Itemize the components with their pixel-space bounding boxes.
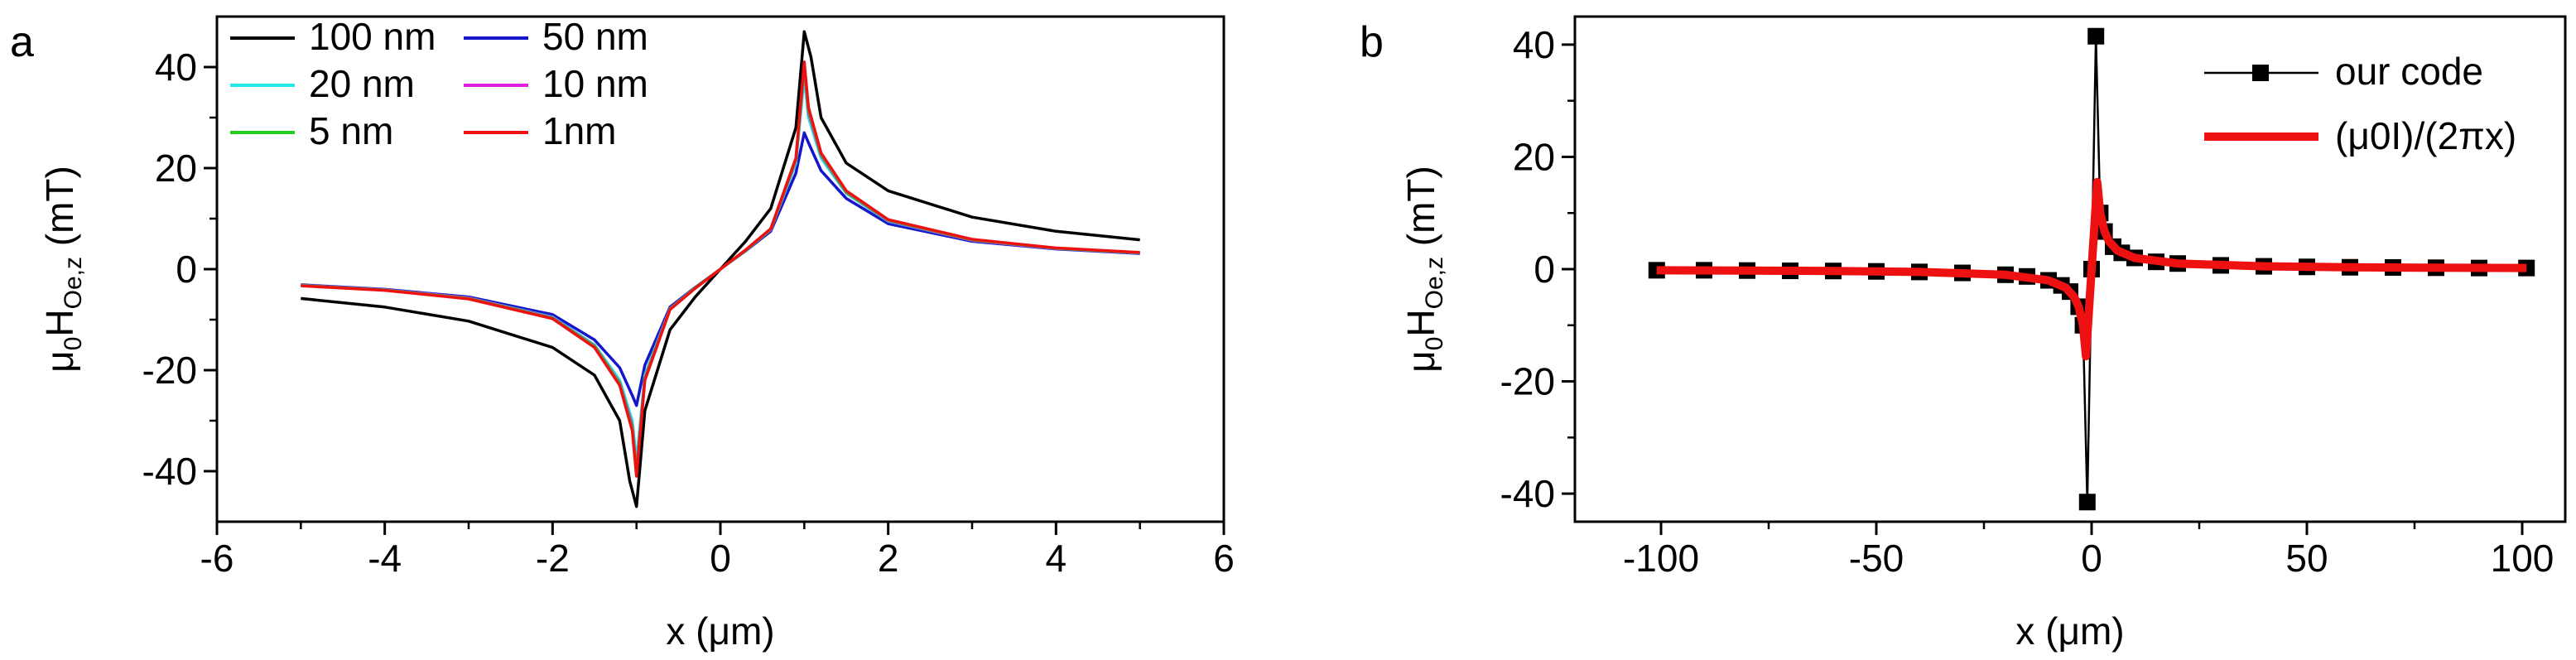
- legend-label: 50 nm: [542, 15, 648, 58]
- legend-marker: [2252, 65, 2269, 81]
- y-axis-label-a: μ0HOe,z (mT): [38, 166, 87, 373]
- y-axis-b: -40 -20 0 20 40: [1500, 23, 1575, 515]
- x-axis-a: -6 -4 -2 0 2 4 6: [200, 522, 1235, 580]
- y-tick-label: 40: [1513, 23, 1555, 66]
- x-axis-b: -100 -50 0 50 100: [1623, 522, 2554, 580]
- x-tick-label: 0: [710, 537, 731, 580]
- x-tick-label: 4: [1046, 537, 1067, 580]
- panel-b: b -100 -50 0 50 100 -40 -20 0 20 40 our code (μ0I…: [1360, 15, 2567, 653]
- legend-label: 20 nm: [309, 62, 415, 105]
- panel-label-a: a: [10, 18, 34, 66]
- x-tick-label: 2: [878, 537, 899, 580]
- x-tick-label: -2: [536, 537, 570, 580]
- series-line-5: [301, 60, 1140, 478]
- data-point-marker: [2087, 27, 2105, 45]
- y-axis-a: -40 -20 0 20 40: [142, 46, 217, 493]
- x-tick-label: -100: [1623, 537, 1699, 580]
- legend-label: (μ0I)/(2πx): [2335, 114, 2516, 157]
- x-tick-label: 6: [1213, 537, 1235, 580]
- x-tick-label: 0: [2081, 537, 2102, 580]
- legend-label: 1nm: [542, 109, 616, 152]
- panel-label-b: b: [1360, 18, 1384, 66]
- y-tick-label: -20: [142, 349, 197, 392]
- x-axis-label-a: x (μm): [666, 609, 774, 653]
- y-tick-label: 20: [1513, 135, 1555, 178]
- y-tick-label: 0: [176, 248, 197, 291]
- y-tick-label: -20: [1500, 360, 1555, 403]
- x-tick-label: 100: [2491, 537, 2554, 580]
- x-tick-label: -6: [200, 537, 234, 580]
- x-axis-label-b: x (μm): [2015, 609, 2124, 653]
- x-tick-label: -4: [368, 537, 402, 580]
- legend-label: our code: [2335, 50, 2483, 93]
- y-tick-label: 0: [1534, 248, 1555, 291]
- series-group-a: [301, 30, 1140, 508]
- y-axis-label-b: μ0HOe,z (mT): [1399, 166, 1448, 373]
- y-tick-label: -40: [1500, 472, 1555, 515]
- y-tick-label: 20: [155, 147, 197, 190]
- y-tick-label: 40: [155, 46, 197, 89]
- legend-label: 100 nm: [309, 15, 436, 58]
- series-group-b: [1648, 27, 2535, 511]
- y-tick-label: -40: [142, 450, 197, 493]
- data-point-marker: [2078, 494, 2096, 511]
- x-tick-label: -50: [1849, 537, 1904, 580]
- legend-label: 5 nm: [309, 109, 393, 152]
- legend-b: our code (μ0I)/(2πx): [2204, 50, 2516, 157]
- legend-label: 10 nm: [542, 62, 648, 105]
- series-line-1: [1656, 177, 2527, 361]
- x-tick-label: 50: [2285, 537, 2328, 580]
